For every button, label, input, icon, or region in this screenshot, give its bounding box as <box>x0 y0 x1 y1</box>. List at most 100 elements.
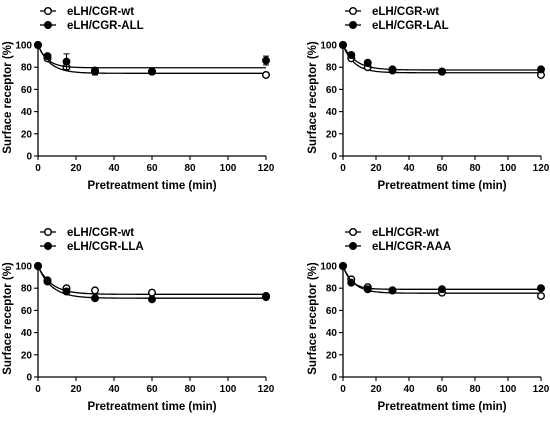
data-point <box>363 285 372 294</box>
legend-label: eLH/CGR-wt <box>372 6 439 18</box>
x-tick-label: 120 <box>258 163 275 174</box>
data-point <box>438 67 447 76</box>
y-tick-label: 100 <box>320 41 337 52</box>
data-point <box>363 58 372 67</box>
data-point <box>34 262 43 271</box>
y-tick-label: 0 <box>331 152 337 163</box>
legend-marker <box>349 6 358 15</box>
data-point <box>90 286 99 295</box>
data-point <box>347 278 356 287</box>
x-tick-label: 100 <box>220 384 237 395</box>
legend-marker <box>349 227 358 236</box>
legend-marker <box>44 227 53 236</box>
x-tick-label: 80 <box>184 163 196 174</box>
series-1 <box>339 262 546 300</box>
x-tick-label: 120 <box>533 384 550 395</box>
data-point <box>347 50 356 59</box>
y-axis-title: Surface receptor (%) <box>307 41 319 154</box>
x-tick-label: 60 <box>146 384 158 395</box>
legend-marker <box>349 21 358 30</box>
data-point <box>537 291 546 300</box>
data-point <box>388 286 397 295</box>
chart-panel-1: 0 20 40 60 80 100 0 20 40 60 80 100 120 Pretreatment … <box>2 6 275 192</box>
x-tick-label: 0 <box>340 163 346 174</box>
legend-label: eLH/CGR-wt <box>67 227 134 239</box>
data-point <box>262 70 271 79</box>
chart-panel-2: 0 20 40 60 80 100 0 20 40 60 80 100 120 Pretreatment … <box>307 6 550 192</box>
panels-root: 0 20 40 60 80 100 0 20 40 60 80 100 120 Pretreatment … <box>2 6 550 413</box>
x-axis-title: Pretreatment time (min) <box>87 180 216 192</box>
legend-marker <box>44 241 53 250</box>
y-tick-label: 60 <box>21 85 33 96</box>
x-tick-label: 80 <box>184 384 196 395</box>
y-tick-label: 80 <box>326 284 338 295</box>
series-1 <box>34 262 271 300</box>
x-tick-label: 40 <box>403 384 415 395</box>
data-point <box>147 67 156 76</box>
data-point <box>62 57 71 66</box>
legend-label: eLH/CGR-LLA <box>67 241 144 253</box>
data-point <box>43 277 52 286</box>
x-tick-label: 40 <box>403 163 415 174</box>
x-axis-title: Pretreatment time (min) <box>377 180 506 192</box>
x-tick-label: 100 <box>500 384 517 395</box>
y-tick-label: 80 <box>21 284 33 295</box>
y-tick-label: 0 <box>26 152 32 163</box>
data-point <box>147 295 156 304</box>
data-point <box>438 285 447 294</box>
data-point <box>388 65 397 74</box>
x-tick-label: 0 <box>340 384 346 395</box>
legend-label: eLH/CGR-wt <box>372 227 439 239</box>
chart-panel-3: 0 20 40 60 80 100 0 20 40 60 80 100 120 Pretreatment … <box>2 227 275 413</box>
x-tick-label: 40 <box>108 163 120 174</box>
data-point <box>43 52 52 61</box>
data-point <box>339 41 348 50</box>
x-tick-label: 0 <box>35 163 41 174</box>
data-point <box>90 67 99 76</box>
y-tick-label: 80 <box>326 63 338 74</box>
y-tick-label: 80 <box>21 63 33 74</box>
y-tick-label: 100 <box>15 41 32 52</box>
y-tick-label: 60 <box>326 306 338 317</box>
x-tick-label: 20 <box>70 163 82 174</box>
series-2 <box>34 262 271 304</box>
series-2 <box>339 41 546 76</box>
x-tick-label: 100 <box>500 163 517 174</box>
y-tick-label: 20 <box>21 129 33 140</box>
data-point <box>147 288 156 297</box>
series-2 <box>34 41 271 76</box>
legend-marker <box>349 241 358 250</box>
legend-marker <box>44 6 53 15</box>
y-tick-label: 100 <box>15 262 32 273</box>
legend-label: eLH/CGR-wt <box>67 6 134 18</box>
x-tick-label: 60 <box>436 163 448 174</box>
legend-label: eLH/CGR-AAA <box>372 241 451 253</box>
legend-label: eLH/CGR-ALL <box>67 20 144 32</box>
x-tick-label: 20 <box>370 163 382 174</box>
y-tick-label: 40 <box>21 107 33 118</box>
y-tick-label: 20 <box>326 350 338 361</box>
series-2 <box>339 262 546 295</box>
fit-curve <box>37 44 266 69</box>
y-tick-label: 0 <box>26 373 32 384</box>
x-tick-label: 60 <box>146 163 158 174</box>
y-tick-label: 0 <box>331 373 337 384</box>
x-tick-label: 20 <box>370 384 382 395</box>
y-tick-label: 60 <box>326 85 338 96</box>
data-point <box>339 262 348 271</box>
x-tick-label: 80 <box>469 384 481 395</box>
x-tick-label: 120 <box>258 384 275 395</box>
y-axis-title: Surface receptor (%) <box>2 262 14 375</box>
x-tick-label: 80 <box>469 163 481 174</box>
data-point <box>537 65 546 74</box>
x-tick-label: 0 <box>35 384 41 395</box>
x-axis-title: Pretreatment time (min) <box>377 401 506 413</box>
x-tick-label: 40 <box>108 384 120 395</box>
data-point <box>34 41 43 50</box>
x-tick-label: 60 <box>436 384 448 395</box>
x-tick-label: 20 <box>70 384 82 395</box>
y-axis-title: Surface receptor (%) <box>2 41 14 154</box>
y-axis-title: Surface receptor (%) <box>307 262 319 375</box>
data-point <box>62 287 71 296</box>
